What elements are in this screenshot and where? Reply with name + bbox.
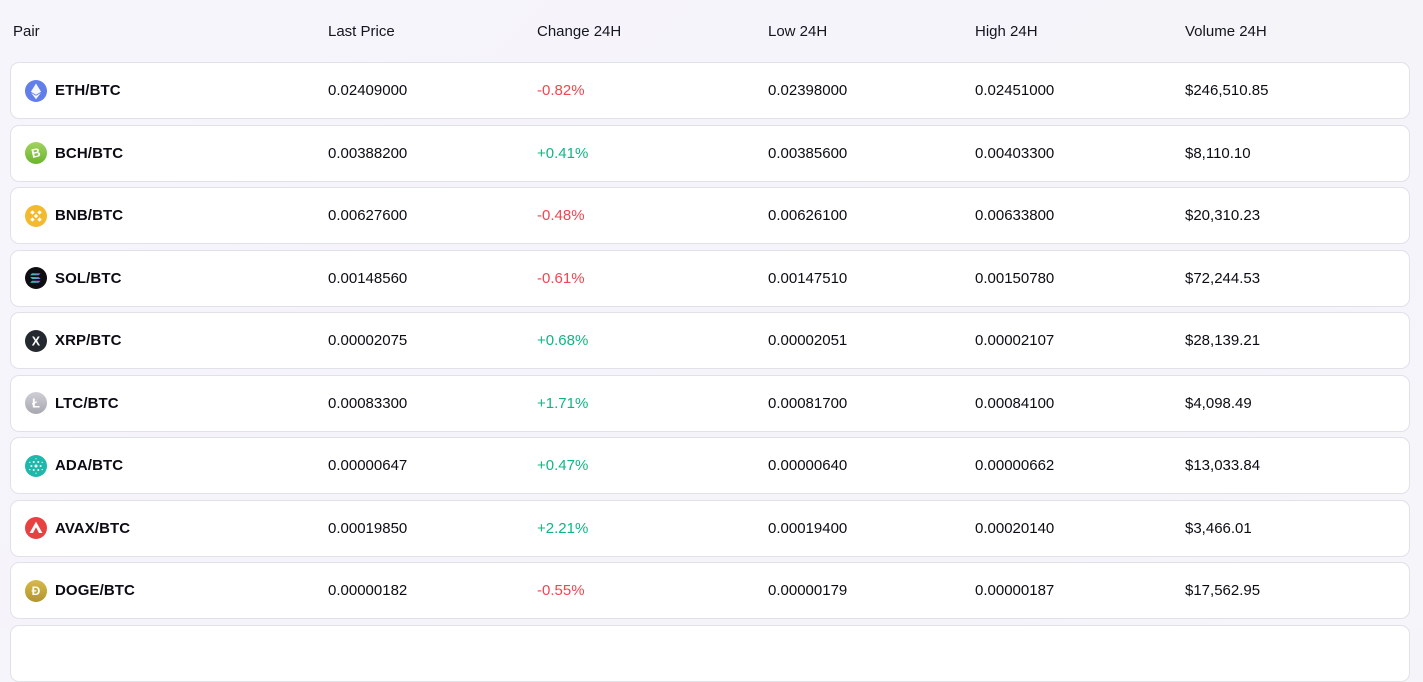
last-price-value: 0.00019850 [328, 519, 408, 537]
low-24h-value: 0.00081700 [768, 394, 848, 412]
column-header-pair: Pair [13, 22, 40, 40]
change-24h-value: -0.48% [537, 207, 585, 224]
pair-label: DOGE/BTC [55, 582, 135, 599]
volume-24h-value: $20,310.23 [1185, 207, 1261, 224]
low-24h-value: 0.00626100 [768, 207, 848, 224]
table-row[interactable]: BNB/BTC 0.00627600 -0.48% 0.00626100 0.0… [10, 187, 1410, 244]
pair-cell: X XRP/BTC [11, 329, 328, 352]
column-header-low-24h: Low 24H [768, 22, 828, 40]
high-24h-value: 0.00403300 [975, 144, 1055, 162]
high-24h-value: 0.00000187 [975, 582, 1055, 599]
column-header-change-24h: Change 24H [537, 22, 622, 40]
pair-label: XRP/BTC [55, 332, 122, 349]
low-24h-value: 0.00002051 [768, 332, 848, 349]
volume-24h-value: $13,033.84 [1185, 457, 1261, 474]
eth-coin-icon [25, 79, 47, 102]
high-24h-value: 0.00150780 [975, 269, 1055, 287]
change-24h-value: -0.82% [537, 82, 585, 99]
high-24h-value: 0.00020140 [975, 519, 1055, 537]
table-row[interactable]: SOL/BTC 0.00148560 -0.61% 0.00147510 0.0… [10, 249, 1410, 307]
pair-label: ETH/BTC [55, 82, 121, 99]
low-24h-value: 0.00147510 [768, 269, 848, 287]
avax-coin-icon [25, 517, 47, 539]
sol-coin-icon [25, 267, 47, 289]
pairs-list: ETH/BTC 0.02409000 -0.82% 0.02398000 0.0… [0, 62, 1423, 619]
change-24h-value: +0.47% [537, 457, 589, 474]
xrp-coin-icon: X [25, 329, 47, 352]
table-row[interactable]: ETH/BTC 0.02409000 -0.82% 0.02398000 0.0… [10, 62, 1410, 119]
low-24h-value: 0.02398000 [768, 82, 848, 99]
last-price-value: 0.00388200 [328, 144, 408, 162]
volume-24h-value: $72,244.53 [1185, 269, 1261, 287]
svg-text:B: B [30, 145, 42, 161]
column-header-high-24h: High 24H [975, 22, 1038, 40]
svg-text:Đ: Đ [32, 584, 41, 598]
pair-cell: BNB/BTC [11, 204, 328, 227]
table-row[interactable]: Đ DOGE/BTC 0.00000182 -0.55% 0.00000179 … [10, 562, 1410, 619]
change-24h-value: +0.41% [537, 144, 589, 162]
svg-text:Ł: Ł [32, 395, 40, 410]
table-row[interactable]: B BCH/BTC 0.00388200 +0.41% 0.00385600 0… [10, 124, 1410, 182]
low-24h-value: 0.00000640 [768, 457, 848, 474]
pair-label: BNB/BTC [55, 207, 124, 224]
change-24h-value: -0.61% [537, 269, 585, 287]
pair-cell: SOL/BTC [11, 267, 328, 289]
volume-24h-value: $4,098.49 [1185, 394, 1252, 412]
pair-label: BCH/BTC [55, 144, 124, 162]
svg-text:X: X [32, 334, 41, 348]
low-24h-value: 0.00000179 [768, 582, 848, 599]
volume-24h-value: $8,110.10 [1185, 144, 1251, 162]
last-price-value: 0.02409000 [328, 82, 408, 99]
pair-label: SOL/BTC [55, 269, 122, 287]
pair-cell: Ł LTC/BTC [11, 392, 328, 414]
ada-coin-icon [25, 454, 47, 477]
change-24h-value: -0.55% [537, 582, 585, 599]
table-row[interactable]: X XRP/BTC 0.00002075 +0.68% 0.00002051 0… [10, 312, 1410, 369]
table-header: Pair Last Price Change 24H Low 24H High … [10, 0, 1410, 62]
volume-24h-value: $3,466.01 [1185, 519, 1252, 537]
last-price-value: 0.00000647 [328, 457, 408, 474]
bnb-coin-icon [25, 204, 47, 227]
pair-label: LTC/BTC [55, 394, 119, 412]
change-24h-value: +2.21% [537, 519, 589, 537]
low-24h-value: 0.00019400 [768, 519, 848, 537]
column-header-last-price: Last Price [328, 22, 395, 40]
doge-coin-icon: Đ [25, 579, 47, 602]
change-24h-value: +1.71% [537, 394, 589, 412]
pair-cell: AVAX/BTC [11, 517, 328, 539]
pair-cell: ETH/BTC [11, 79, 328, 102]
column-header-volume-24h: Volume 24H [1185, 22, 1267, 40]
last-price-value: 0.00148560 [328, 269, 408, 287]
last-price-value: 0.00627600 [328, 207, 408, 224]
low-24h-value: 0.00385600 [768, 144, 848, 162]
volume-24h-value: $28,139.21 [1185, 332, 1261, 349]
bch-coin-icon: B [25, 142, 47, 164]
pair-label: ADA/BTC [55, 457, 124, 474]
table-row[interactable]: Ł LTC/BTC 0.00083300 +1.71% 0.00081700 0… [10, 374, 1410, 432]
pair-label: AVAX/BTC [55, 519, 131, 537]
change-24h-value: +0.68% [537, 332, 589, 349]
table-row[interactable]: AVAX/BTC 0.00019850 +2.21% 0.00019400 0.… [10, 499, 1410, 557]
high-24h-value: 0.02451000 [975, 82, 1055, 99]
pair-cell: ADA/BTC [11, 454, 328, 477]
volume-24h-value: $17,562.95 [1185, 582, 1261, 599]
pair-cell: B BCH/BTC [11, 142, 328, 164]
high-24h-value: 0.00002107 [975, 332, 1055, 349]
table-row-partial[interactable] [10, 624, 1410, 682]
high-24h-value: 0.00000662 [975, 457, 1055, 474]
pair-cell: Đ DOGE/BTC [11, 579, 328, 602]
ltc-coin-icon: Ł [25, 392, 47, 414]
table-row[interactable]: ADA/BTC 0.00000647 +0.47% 0.00000640 0.0… [10, 437, 1410, 494]
last-price-value: 0.00083300 [328, 394, 408, 412]
high-24h-value: 0.00084100 [975, 394, 1055, 412]
last-price-value: 0.00000182 [328, 582, 408, 599]
high-24h-value: 0.00633800 [975, 207, 1055, 224]
volume-24h-value: $246,510.85 [1185, 82, 1269, 99]
last-price-value: 0.00002075 [328, 332, 408, 349]
